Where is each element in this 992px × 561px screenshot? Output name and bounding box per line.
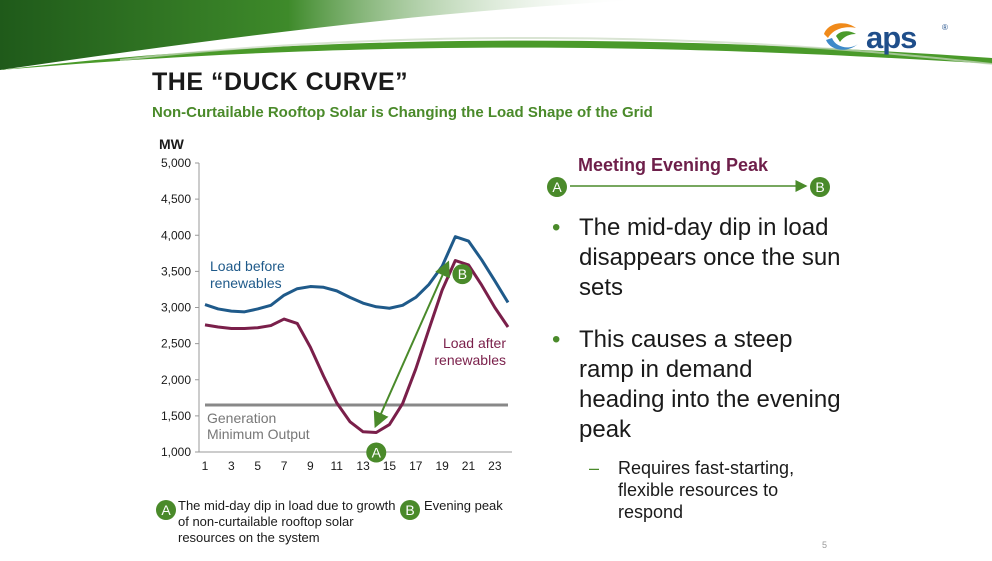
callout-arrow (570, 180, 808, 192)
bullet-list: • The mid-day dip in load disappears onc… (552, 213, 842, 523)
ramp-arrow (373, 260, 450, 429)
y-tick-label: 3,500 (161, 264, 191, 278)
bullet-item: • This causes a steep ramp in demand hea… (552, 325, 842, 445)
load-before-line (204, 235, 510, 314)
bullet-marker: • (552, 214, 561, 241)
page-title: THE “DUCK CURVE” (152, 68, 409, 96)
header-banner (0, 0, 992, 70)
y-tick-label: 4,000 (161, 228, 191, 242)
badge-b-label: B (458, 266, 467, 282)
legend-a-text: The mid-day dip in load due to growth of… (178, 498, 396, 545)
duck-curve-chart: MW 1,000 1,500 2,000 2,500 3,000 3,500 4,000 4,5… (159, 136, 512, 473)
bullet-text: This causes a steep ramp in demand headi… (579, 326, 841, 443)
x-tick-label: 21 (462, 459, 476, 473)
y-tick-label: 2,000 (161, 373, 191, 387)
bullet-text: The mid-day dip in load disappears once … (579, 214, 841, 301)
bullet-marker: • (552, 326, 561, 353)
load-before-label: Load before (210, 258, 285, 274)
x-tick-label: 17 (409, 459, 423, 473)
legend-b-text: Evening peak (424, 498, 503, 513)
aps-logo: aps ® (820, 20, 960, 60)
callout-badge-a: A (547, 177, 567, 197)
page-subtitle: Non-Curtailable Rooftop Solar is Changin… (152, 104, 653, 121)
callout-badge-b: B (810, 177, 830, 197)
aps-swirl-icon (824, 23, 858, 50)
y-tick-label: 4,500 (161, 192, 191, 206)
sub-bullet-marker: – (589, 458, 600, 478)
y-axis-title: MW (159, 136, 185, 152)
load-after-label: renewables (434, 352, 506, 368)
badge-a-circle (366, 442, 387, 463)
bullet-item: • The mid-day dip in load disappears onc… (552, 213, 842, 303)
x-tick-label: 5 (254, 459, 261, 473)
logo-registered-mark: ® (942, 23, 948, 32)
generation-minimum-label: Minimum Output (207, 426, 310, 442)
callout-heading: Meeting Evening Peak (578, 155, 769, 175)
legend-badge-a: A (156, 500, 176, 520)
sub-bullet-item: – Requires fast-starting, flexible resou… (552, 457, 842, 523)
generation-minimum-label: Generation (207, 410, 276, 426)
y-tick-label: 2,500 (161, 337, 191, 351)
x-tick-label: 1 (202, 459, 209, 473)
badge-a-label: A (372, 444, 382, 460)
load-before-label: renewables (210, 275, 282, 291)
legend-badge-b: B (400, 500, 420, 520)
y-tick-label: 5,000 (161, 156, 191, 170)
y-tick-label: 3,000 (161, 301, 191, 315)
x-tick-label: 3 (228, 459, 235, 473)
sub-bullet-text: Requires fast-starting, flexible resourc… (618, 458, 795, 522)
x-tick-label: 9 (307, 459, 314, 473)
x-tick-label: 7 (281, 459, 288, 473)
page-number: 5 (822, 540, 828, 550)
badge-b-circle (452, 264, 473, 285)
y-tick-label: 1,000 (161, 445, 191, 459)
x-tick-label: 23 (488, 459, 502, 473)
x-tick-label: 15 (383, 459, 397, 473)
load-after-line (204, 259, 510, 434)
load-after-label: Load after (443, 335, 506, 351)
logo-text: aps (866, 20, 917, 55)
x-tick-label: 11 (331, 459, 344, 473)
x-tick-label: 19 (435, 459, 449, 473)
y-tick-label: 1,500 (161, 409, 191, 423)
x-tick-label: 13 (356, 459, 370, 473)
